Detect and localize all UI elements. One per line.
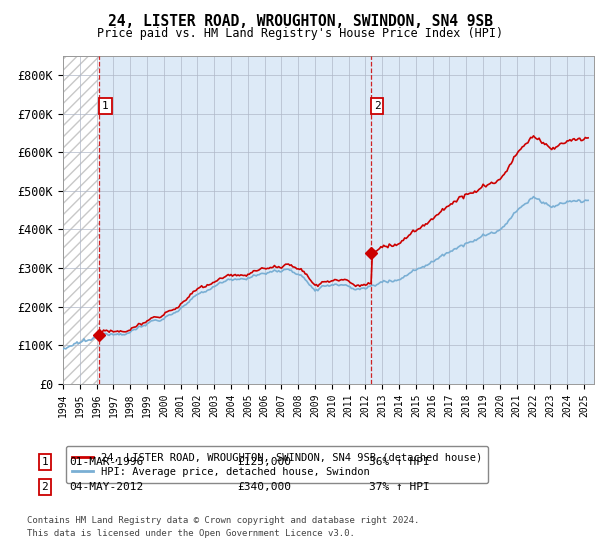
Legend: 24, LISTER ROAD, WROUGHTON, SWINDON, SN4 9SB (detached house), HPI: Average pric: 24, LISTER ROAD, WROUGHTON, SWINDON, SN4… [65, 446, 488, 483]
Text: 24, LISTER ROAD, WROUGHTON, SWINDON, SN4 9SB: 24, LISTER ROAD, WROUGHTON, SWINDON, SN4… [107, 14, 493, 29]
Text: 01-MAR-1996: 01-MAR-1996 [69, 457, 143, 467]
Text: 04-MAY-2012: 04-MAY-2012 [69, 482, 143, 492]
Text: Price paid vs. HM Land Registry's House Price Index (HPI): Price paid vs. HM Land Registry's House … [97, 27, 503, 40]
Text: £340,000: £340,000 [237, 482, 291, 492]
Bar [63, 56, 100, 384]
Bar [100, 56, 594, 384]
Text: 2: 2 [374, 101, 380, 111]
Text: This data is licensed under the Open Government Licence v3.0.: This data is licensed under the Open Gov… [27, 529, 355, 538]
Text: 1: 1 [102, 101, 109, 111]
Text: 1: 1 [41, 457, 49, 467]
Text: 36% ↑ HPI: 36% ↑ HPI [369, 457, 430, 467]
Text: 37% ↑ HPI: 37% ↑ HPI [369, 482, 430, 492]
Text: £125,000: £125,000 [237, 457, 291, 467]
Text: 2: 2 [41, 482, 49, 492]
Bar [63, 56, 100, 384]
Text: Contains HM Land Registry data © Crown copyright and database right 2024.: Contains HM Land Registry data © Crown c… [27, 516, 419, 525]
